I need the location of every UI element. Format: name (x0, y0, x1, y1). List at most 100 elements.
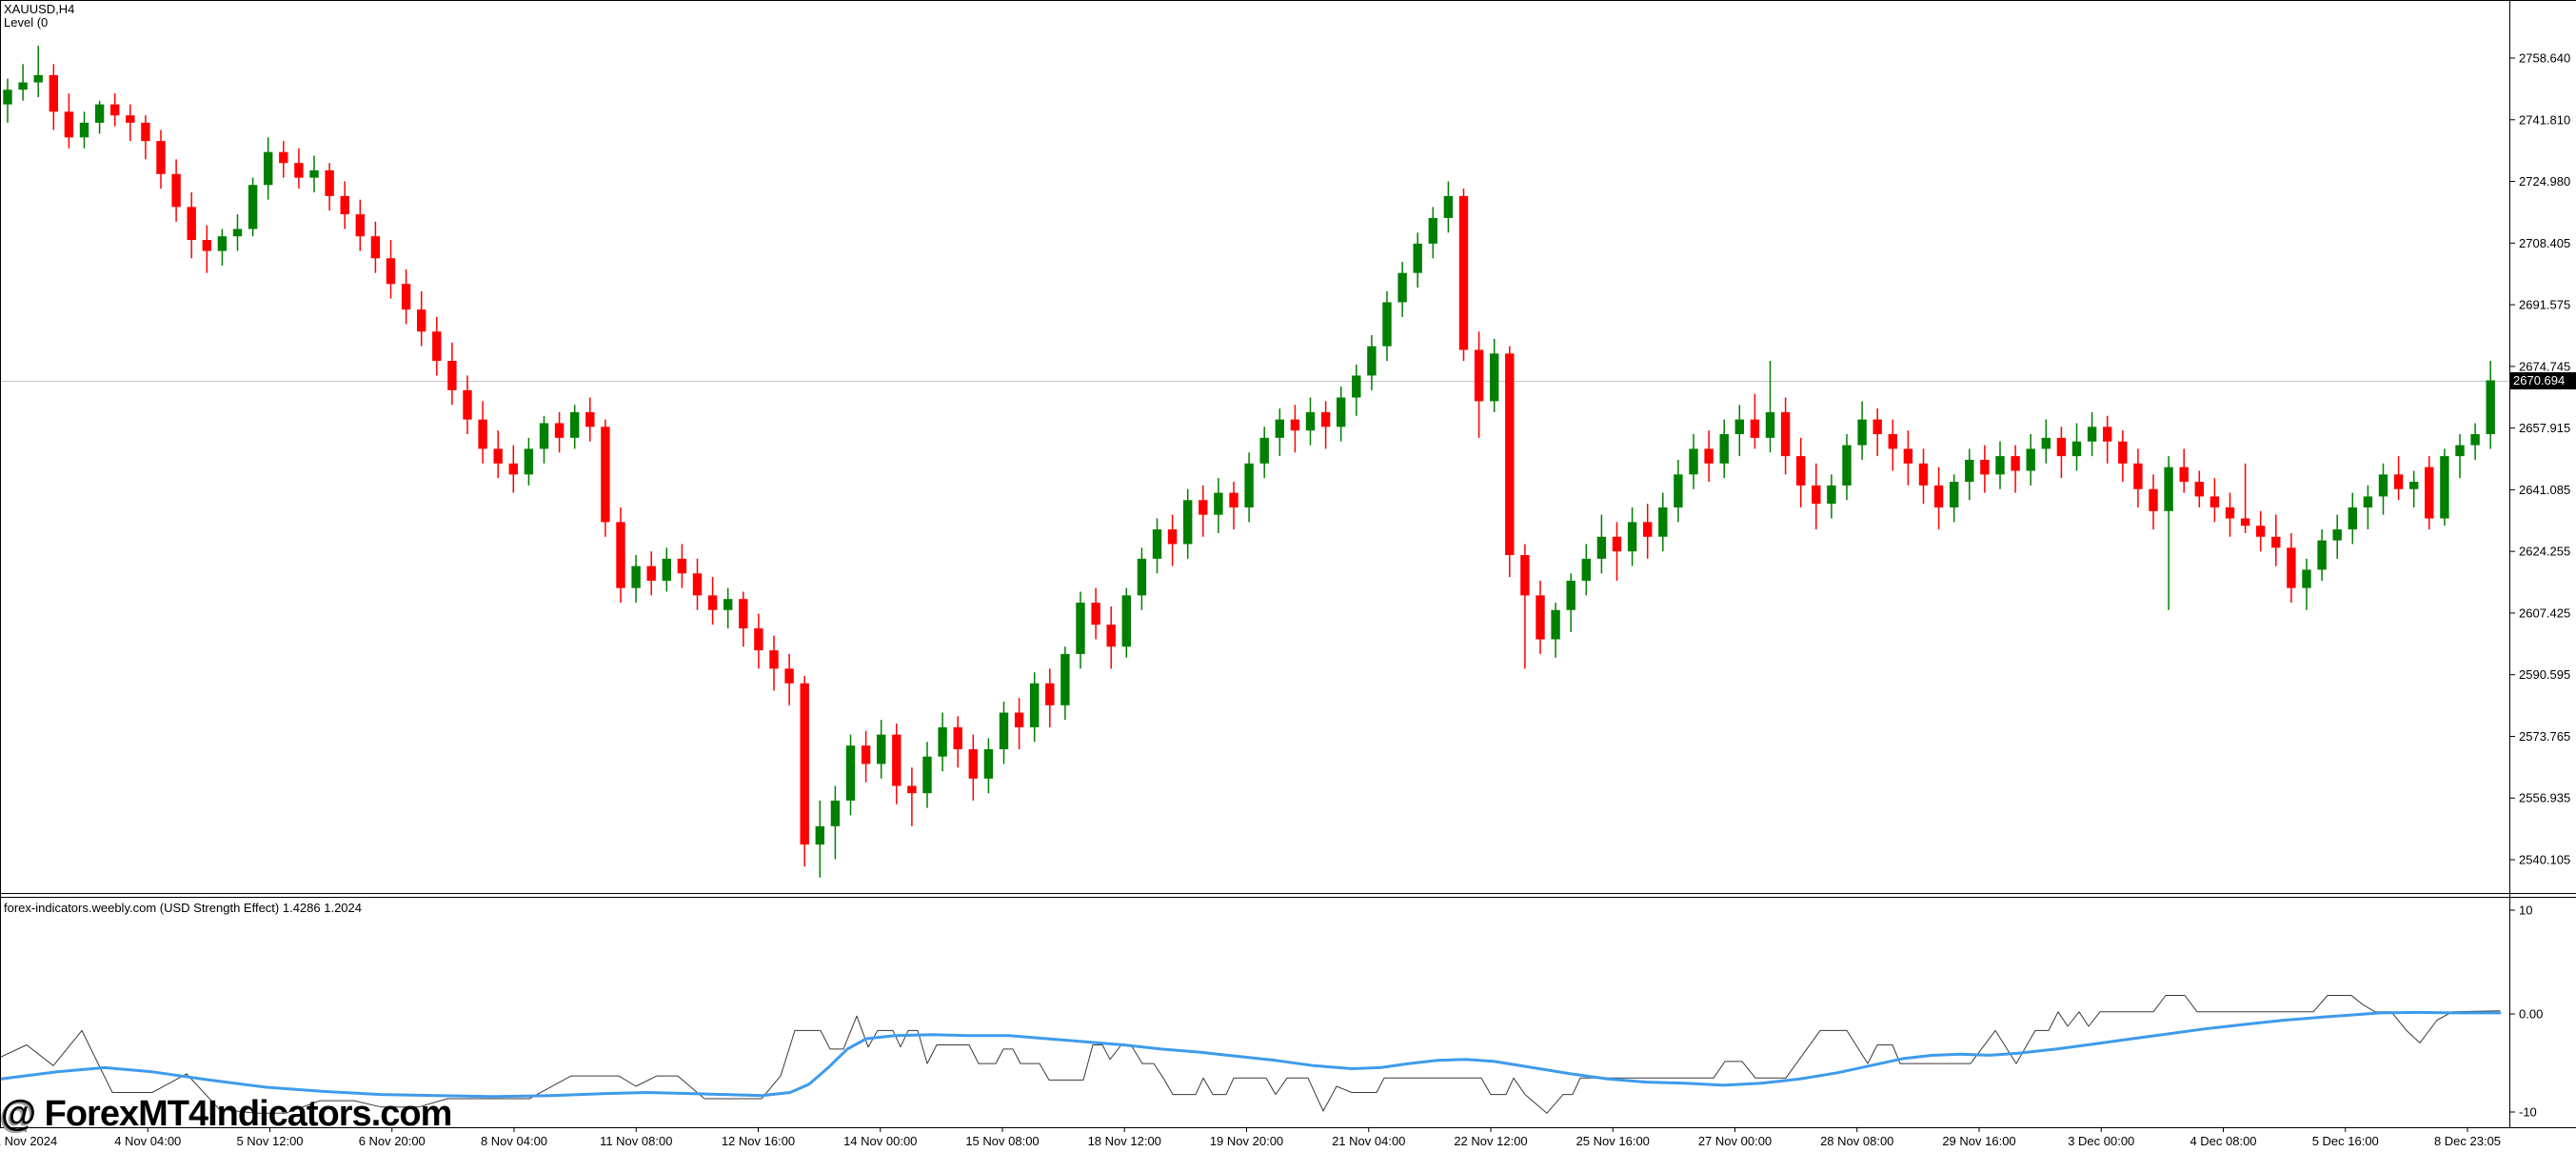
candle-body (616, 522, 625, 588)
candle-body (999, 712, 1009, 749)
candle-body (631, 566, 641, 588)
candle-body (1290, 419, 1300, 431)
candle-body (662, 558, 671, 581)
candle-body (1458, 195, 1469, 350)
candle-body (2302, 569, 2311, 588)
candle-body (1060, 653, 1070, 705)
candle-body (1643, 522, 1653, 537)
candle-body (2470, 434, 2480, 446)
time-axis-label: 27 Nov 00:00 (1698, 1134, 1772, 1148)
candle-body (1352, 375, 1361, 398)
candle-body (325, 169, 334, 196)
candle-body (171, 173, 181, 208)
candle-body (18, 82, 28, 90)
time-axis-label: 15 Nov 08:00 (965, 1134, 1039, 1148)
price-axis-label: 2641.085 (2519, 483, 2570, 497)
candle-body (1428, 217, 1437, 244)
candle-body (953, 726, 962, 749)
candle-body (2056, 437, 2067, 457)
candle-body (1704, 448, 1714, 464)
candle-body (508, 463, 518, 475)
candle-body (2071, 441, 2082, 457)
candle-body (1658, 506, 1668, 537)
price-axis-label: 2573.765 (2519, 729, 2570, 744)
candle-body (217, 236, 228, 251)
candle-body (646, 566, 656, 581)
indicator-line-signal-zigzag (0, 995, 2501, 1114)
candle-body (1091, 603, 1100, 626)
candle-body (1796, 456, 1806, 486)
price-axis: 2758.640 2741.810 2724.980 2708.405 2691.575… (2509, 51, 2570, 867)
price-axis-label: 2758.640 (2519, 51, 2570, 66)
candle-body (2225, 506, 2235, 519)
candle-body (2486, 380, 2495, 435)
candle-body (64, 111, 74, 138)
time-axis-label: 28 Nov 08:00 (1820, 1134, 1893, 1148)
candle-body (1719, 434, 1729, 464)
candle-body (2133, 463, 2143, 489)
candle-body (1183, 500, 1193, 545)
time-axis-label: 25 Nov 16:00 (1576, 1134, 1650, 1148)
candle-body (2393, 474, 2404, 489)
candle-body (202, 240, 211, 251)
candle-body (877, 734, 886, 765)
candle-body (1612, 536, 1622, 552)
price-axis-label: 2624.255 (2519, 545, 2570, 559)
candle-body (800, 683, 809, 845)
candle-body (845, 745, 856, 801)
time-axis-label: 5 Nov 12:00 (236, 1134, 303, 1148)
price-axis-label: 2691.575 (2519, 298, 2570, 312)
candle-body (601, 427, 610, 523)
candle-body (1888, 434, 1897, 449)
candle-body (1382, 302, 1392, 347)
candle-body (493, 448, 503, 464)
candle-body (401, 284, 411, 310)
candle-body (861, 745, 871, 765)
candle-body (968, 748, 978, 779)
candle-body (1734, 419, 1744, 435)
time-axis-label: 6 Nov 20:00 (359, 1134, 426, 1148)
candle-body (2348, 506, 2357, 530)
candle-body (1014, 712, 1024, 727)
candle-body (33, 74, 43, 83)
time-axis: 1 Nov 2024 4 Nov 04:00 5 Nov 12:00 6 Nov 20… (0, 1127, 2501, 1148)
candle-body (1950, 482, 1959, 507)
candle-body (2240, 518, 2250, 526)
candle-body (1674, 474, 1683, 507)
candle-body (1199, 500, 1208, 515)
candles-group (3, 46, 2495, 878)
candle-body (1980, 459, 1990, 475)
candle-body (922, 756, 932, 794)
candle-body (478, 419, 487, 449)
candle-body (370, 236, 381, 259)
time-axis-label: 29 Nov 16:00 (1942, 1134, 2015, 1148)
candle-body (570, 411, 580, 438)
candle-body (1214, 492, 1223, 515)
candle-body (187, 207, 196, 241)
candle-body (2087, 427, 2097, 442)
candle-body (1045, 683, 1055, 705)
candle-body (1413, 243, 1422, 273)
candle-body (2149, 488, 2158, 511)
price-axis-label: 2657.915 (2519, 421, 2570, 435)
candle-body (2425, 467, 2434, 519)
candle-body (1765, 411, 1775, 438)
candle-body (1121, 595, 1131, 647)
candle-body (1842, 445, 1852, 486)
time-axis-label: 8 Nov 04:00 (481, 1134, 547, 1148)
candle-body (1596, 536, 1607, 559)
candle-body (432, 331, 442, 362)
candle-body (279, 151, 288, 164)
watermark-at-logo: @ (1, 1094, 36, 1134)
candle-body (1551, 609, 1560, 640)
candle-body (126, 115, 135, 123)
candle-body (1857, 419, 1867, 446)
candle-body (340, 195, 349, 215)
candle-body (554, 423, 565, 438)
candle-body (1536, 595, 1545, 640)
candle-body (2179, 467, 2189, 483)
candle-body (248, 185, 258, 229)
time-axis-label: 4 Nov 04:00 (114, 1134, 181, 1148)
